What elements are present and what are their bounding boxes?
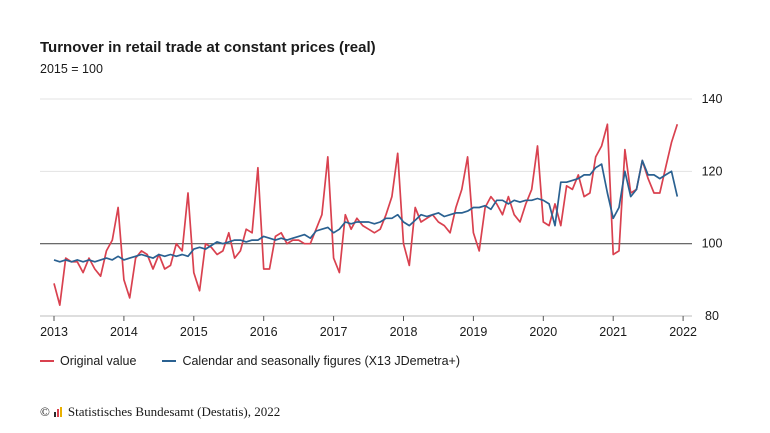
x-tick-label: 2015 — [180, 325, 208, 339]
y-tick-label: 80 — [705, 309, 719, 323]
x-tick-label: 2017 — [320, 325, 348, 339]
y-tick-label: 100 — [702, 237, 723, 251]
series-line-adjusted — [53, 159, 679, 263]
x-tick-label: 2016 — [250, 325, 278, 339]
x-tick-label: 2019 — [459, 325, 487, 339]
chart-title: Turnover in retail trade at constant pri… — [40, 39, 376, 56]
copyright-symbol: © — [40, 404, 50, 419]
series-line-original — [53, 123, 679, 306]
legend-swatch-adjusted — [162, 360, 177, 362]
legend-item-adjusted[interactable]: Calendar and seasonally figures (X13 JDe… — [162, 354, 460, 368]
y-tick-label: 120 — [702, 164, 723, 178]
y-tick-label: 140 — [702, 92, 723, 106]
x-tick-label: 2014 — [110, 325, 138, 339]
chart-subtitle: 2015 = 100 — [40, 62, 103, 76]
destatis-logo-icon — [53, 407, 62, 417]
legend-label-original: Original value — [60, 354, 137, 368]
legend-label-adjusted: Calendar and seasonally figures (X13 JDe… — [182, 354, 461, 368]
x-tick-label: 2018 — [390, 325, 418, 339]
x-tick-label: 2020 — [529, 325, 557, 339]
x-tick-label: 2022 — [669, 325, 697, 339]
chart-legend: Original value Calendar and seasonally f… — [40, 354, 460, 368]
legend-swatch-original — [40, 360, 54, 362]
x-tick-label: 2013 — [40, 325, 68, 339]
x-tick-label: 2021 — [599, 325, 627, 339]
source-text: Statistisches Bundesamt (Destatis), 2022 — [67, 404, 281, 419]
source-note: © Statistisches Bundesamt (Destatis), 20… — [40, 404, 280, 420]
legend-item-original[interactable]: Original value — [40, 354, 136, 368]
